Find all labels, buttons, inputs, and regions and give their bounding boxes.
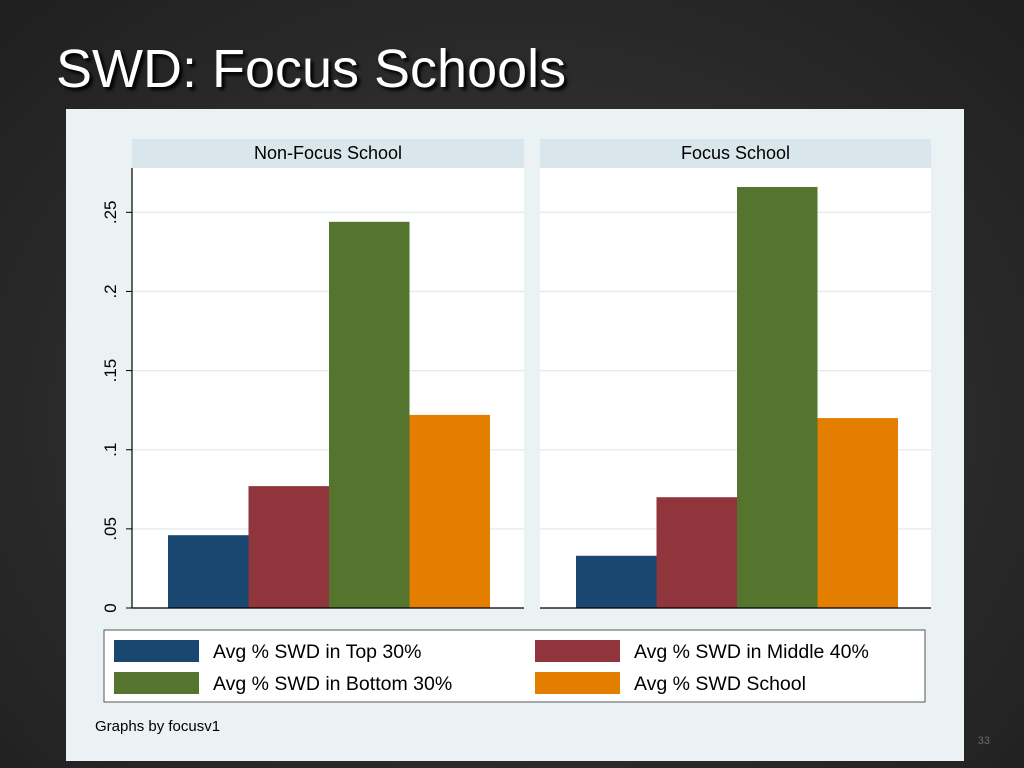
slide-title: SWD: Focus Schools (56, 39, 567, 99)
legend-label: Avg % SWD in Middle 40% (634, 641, 869, 663)
bar-chart: Non-Focus School Focus School 0 .05 .1 .15 .2.… (95, 139, 931, 735)
legend-swatch (535, 640, 620, 662)
legend-box (103, 629, 926, 703)
y-tick-label: .05 (101, 517, 120, 541)
legend-label: Avg % SWD in Top 30% (213, 641, 421, 663)
bar (409, 414, 490, 608)
bar (737, 186, 818, 608)
panel-title: Focus School (681, 143, 790, 163)
chart-note: Graphs by focusv1 (95, 718, 220, 735)
legend-label: Avg % SWD School (634, 673, 806, 695)
legend-label: Avg % SWD in Bottom 30% (213, 673, 452, 695)
bar (576, 555, 657, 608)
bar (656, 497, 737, 608)
bar (817, 418, 898, 608)
bar (168, 535, 249, 608)
y-tick-label: .2 (101, 284, 120, 298)
y-tick-label: .15 (101, 359, 120, 383)
y-tick-label: 0 (101, 603, 120, 612)
slide-number: 33 (977, 735, 990, 747)
panel-header (132, 139, 524, 168)
y-tick-label: .25 (101, 200, 120, 224)
panel-header (540, 139, 931, 168)
chart-figure: Non-Focus School Focus School 0 .05 .1 .15 .2.… (66, 109, 964, 761)
legend-swatch (535, 672, 620, 694)
legend-swatch (114, 672, 199, 694)
bar (248, 486, 329, 608)
panel-title: Non-Focus School (254, 143, 402, 163)
bar (329, 221, 410, 608)
y-tick-label: .1 (101, 443, 120, 457)
legend-swatch (114, 640, 199, 662)
